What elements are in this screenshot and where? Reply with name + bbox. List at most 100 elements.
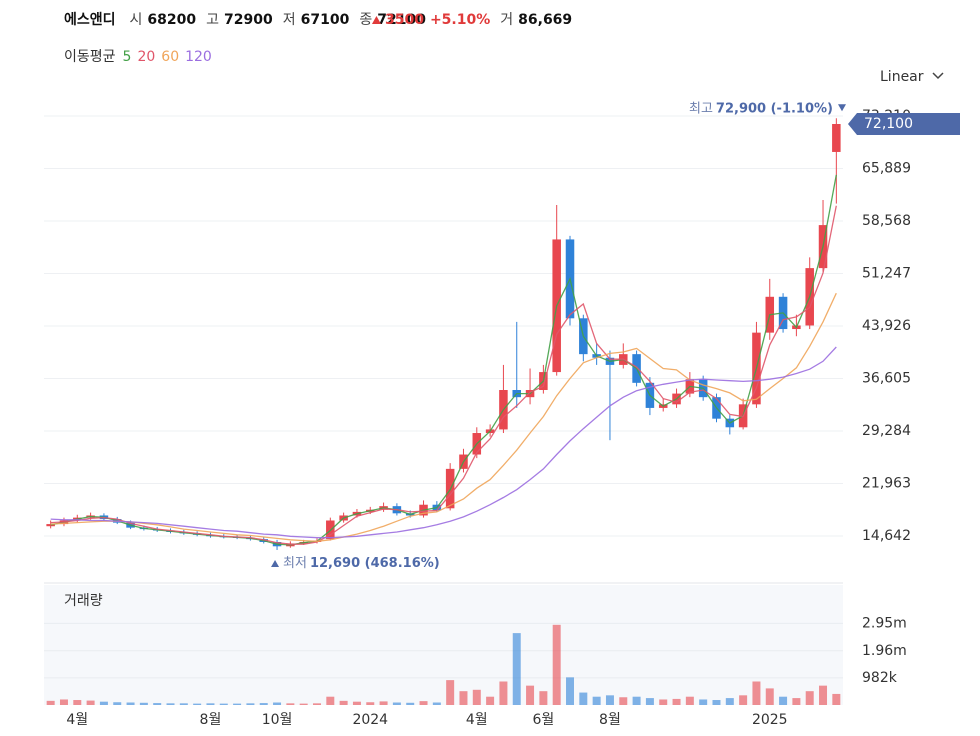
volume-bar	[286, 703, 295, 705]
low-annotation: 최저 12,690 (468.16%)	[283, 555, 440, 570]
x-tick-label: 8월	[200, 712, 222, 728]
volume-bar	[539, 691, 548, 705]
ma-legend-title: 이동평균	[64, 49, 116, 65]
volume-bar	[699, 699, 708, 705]
x-tick-label: 4월	[466, 712, 488, 728]
high-annotation: 최고 72,900 (-1.10%)	[689, 101, 833, 116]
volume-bar	[166, 703, 175, 705]
x-tick-label: 6월	[532, 712, 554, 728]
volume-bar	[153, 703, 162, 705]
volume-bar	[605, 695, 614, 705]
moving-average-line	[50, 346, 837, 539]
high-annotation-value: 72,900 (-1.10%)	[716, 101, 833, 116]
volume-bar	[113, 702, 122, 705]
volume-bar	[392, 702, 401, 705]
dropdown-chevron[interactable]	[932, 72, 944, 80]
y-tick-label: 43,926	[862, 318, 911, 334]
moving-average-line	[50, 205, 837, 545]
volume-bar	[379, 701, 388, 705]
y-tick-label: 58,568	[862, 213, 911, 229]
volume-bar	[765, 688, 774, 705]
y-tick-label: 14,642	[862, 528, 911, 544]
volume-bar	[99, 701, 108, 705]
volume-bar	[552, 624, 561, 705]
moving-average-line	[50, 174, 837, 546]
volume-bar	[312, 703, 321, 705]
low-annotation-value: 12,690 (468.16%)	[310, 555, 440, 570]
volume-bar	[672, 698, 681, 705]
ma-legend-entry: 120	[185, 49, 212, 65]
volume-bar	[46, 700, 55, 705]
volume-bar	[499, 681, 508, 705]
volume-tick-label: 2.95m	[862, 615, 907, 631]
x-tick-label: 8월	[599, 712, 621, 728]
volume-bar	[139, 702, 148, 705]
volume-bar	[73, 700, 82, 705]
volume-bar	[219, 703, 228, 705]
volume-title: 거래량	[64, 593, 103, 609]
y-tick-label: 51,247	[862, 266, 911, 282]
high-annotation-prefix: 최고	[689, 101, 713, 116]
volume-bar	[592, 696, 601, 705]
volume-bar	[512, 633, 521, 705]
volume-bar	[366, 702, 375, 705]
last-price-label: 72,100	[864, 116, 913, 132]
ma-legend-entry: 5	[123, 49, 132, 65]
volume-bar	[432, 702, 441, 705]
volume-bar	[752, 681, 761, 705]
ma-legend-entry: 20	[137, 49, 155, 65]
y-tick-label: 21,963	[862, 475, 911, 491]
y-tick-label: 65,889	[862, 161, 911, 177]
volume-bar	[712, 700, 721, 705]
volume-bar	[566, 677, 575, 705]
low-marker	[271, 559, 280, 567]
moving-average-line	[50, 292, 837, 542]
header-quote: 에스앤디 시 68200 고 72900 저 67100 종 72100	[64, 11, 426, 28]
volume-bar	[645, 698, 654, 705]
last-price-tag	[848, 113, 960, 135]
volume-bar	[805, 691, 814, 705]
volume-bar	[486, 696, 495, 705]
volume-bar	[339, 700, 348, 705]
x-tick-label: 10월	[262, 712, 293, 728]
y-tick-label: 29,284	[862, 423, 911, 439]
low-annotation-prefix: 최저	[283, 555, 307, 570]
up-arrow-icon	[371, 16, 381, 24]
volume-bar	[193, 703, 202, 705]
volume-bar	[779, 696, 788, 705]
volume-bar	[406, 702, 415, 705]
volume-bar	[126, 702, 135, 705]
x-tick-label: 2024	[352, 712, 388, 728]
candle-body	[46, 524, 55, 527]
volume-bar	[206, 703, 215, 705]
volume-bar	[819, 685, 828, 705]
ma-legend-entry: 60	[161, 49, 179, 65]
volume-bar	[326, 696, 335, 705]
volume-bar	[352, 701, 361, 705]
volume-bar	[459, 691, 468, 705]
volume-bar	[179, 703, 188, 705]
scale-dropdown[interactable]: Linear	[880, 69, 924, 85]
volume-bar	[59, 699, 68, 705]
candle-body	[832, 124, 841, 152]
volume-tick-label: 1.96m	[862, 643, 907, 659]
x-tick-label: 2025	[752, 712, 788, 728]
high-marker	[838, 104, 846, 112]
volume-bar	[419, 701, 428, 705]
volume-bar	[579, 692, 588, 705]
header-change: 3500 +5.10% 거 86,669	[385, 12, 572, 28]
volume-bar	[273, 702, 282, 705]
volume-bar	[246, 703, 255, 705]
volume-bar	[259, 703, 268, 705]
x-tick-label: 4월	[66, 712, 88, 728]
volume-bar	[526, 685, 535, 705]
volume-bar	[472, 689, 481, 705]
volume-bar	[792, 698, 801, 705]
volume-bar	[725, 698, 734, 705]
volume-panel	[44, 585, 843, 705]
volume-bar	[233, 703, 242, 705]
volume-bar	[619, 697, 628, 705]
y-tick-label: 36,605	[862, 370, 911, 386]
volume-bar	[86, 700, 95, 705]
